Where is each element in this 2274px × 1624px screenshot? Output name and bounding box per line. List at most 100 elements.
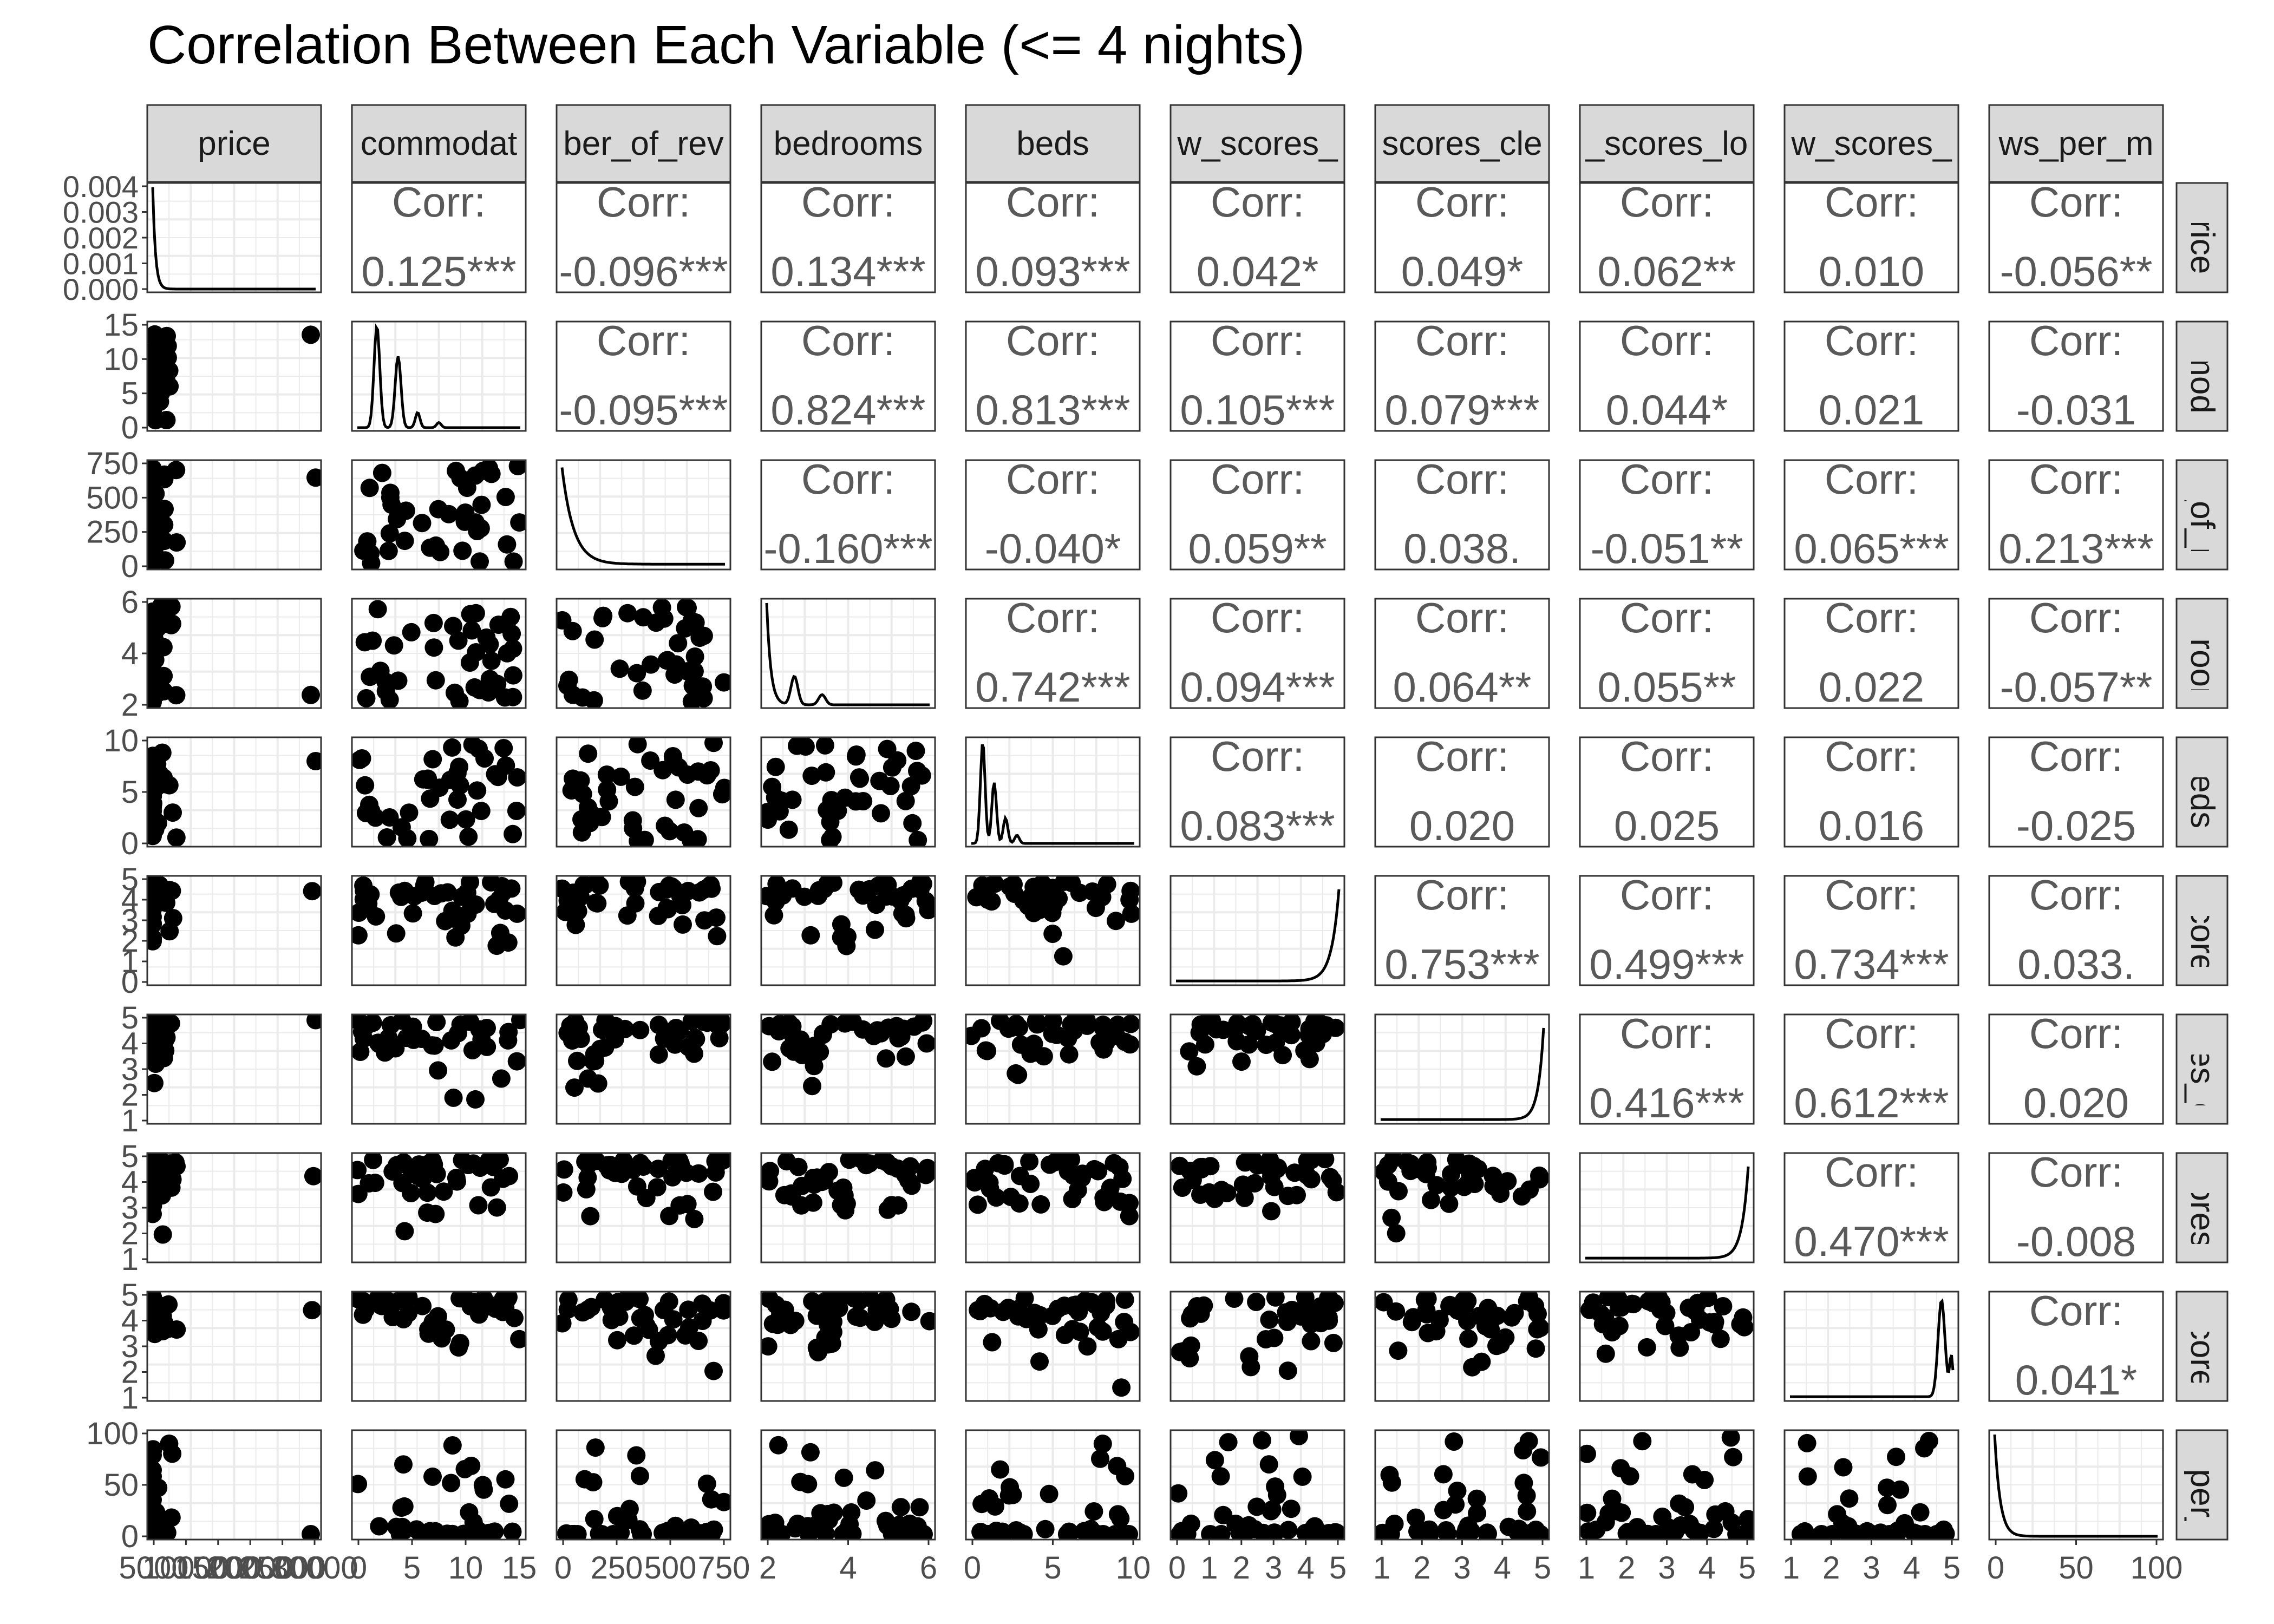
scatter-point [877,1049,896,1068]
row-strip-label: ores_c [2184,1019,2221,1119]
panel: Corr: 0.134*** [760,178,936,295]
scatter-point [1194,1296,1213,1315]
x-tick-label: 4 [1698,1550,1716,1586]
corr-value: 0.125*** [361,247,516,295]
scatter-point [1834,1458,1853,1477]
scatter-point [479,1153,498,1170]
scatter-point [655,609,674,628]
scatter-point [302,325,320,344]
x-tick-label: 100 [2131,1550,2183,1586]
scatter-point [1120,1194,1139,1213]
scatter-point [1841,1524,1860,1540]
scatter-point [487,1198,506,1217]
scatter-point [1278,1187,1297,1206]
scatter-point [153,743,172,762]
x-tick-label: 1 [1578,1550,1595,1586]
scatter-point [763,1052,782,1071]
scatter-point [586,1438,605,1457]
scatter-point [704,1520,723,1539]
column-strip: _scores_lo [1579,104,1755,183]
corr-value: 0.753*** [1384,940,1539,988]
x-tick-label: 6 [920,1550,937,1586]
scatter-point [400,803,419,822]
corr-label: Corr: [1825,178,1918,226]
scatter-point [649,1045,668,1064]
corr-label: Corr: [1211,317,1304,364]
scatter-point [1205,1451,1224,1470]
scatter-point [1082,1293,1101,1312]
scatter-point [429,1061,448,1080]
scatter-point [708,927,727,946]
panel [760,736,936,848]
scatter-point [619,1510,638,1529]
scatter-point [1840,1489,1859,1508]
scatter-point [1173,1178,1192,1197]
scatter-point [761,1292,779,1308]
scatter-point [792,1196,811,1215]
scatter-point [995,1155,1014,1174]
scatter-point [161,1014,180,1033]
scatter-point [465,678,484,697]
scatter-point [582,804,601,823]
scatter-point [811,1504,830,1523]
scatter-point [375,1043,394,1062]
scatter-point [1252,1431,1271,1450]
scatter-point [1115,1292,1134,1309]
x-tick-label: 4 [1297,1550,1314,1586]
panel [556,875,731,986]
panel [1783,1291,1959,1402]
scatter-point [147,1292,162,1311]
scatter-point [1671,1516,1690,1535]
x-tick-label: 10 [448,1550,483,1586]
scatter-point [1319,1292,1338,1308]
y-tick-label: 4 [121,1304,139,1339]
corr-value: 0.134*** [770,247,925,295]
scatter-point [843,1524,862,1540]
corr-value: 0.059** [1188,525,1327,572]
scatter-point [510,513,526,532]
scatter-point [706,1153,725,1170]
panel: Corr: -0.008 [1988,1148,2164,1263]
scatter-point [851,1308,870,1327]
scatter-point [147,1512,164,1531]
scatter-point [702,1490,721,1509]
scatter-point [779,820,798,839]
corr-value: -0.056** [2000,247,2153,295]
scatter-point [431,542,450,561]
scatter-point [366,808,385,827]
corr-value: 0.813*** [975,386,1130,434]
scatter-point [857,1154,876,1173]
scatter-point [389,671,408,690]
panel: Corr: 0.125*** [351,178,527,295]
scatter-point [1596,1308,1615,1327]
corr-value: 0.010 [1819,247,1924,295]
scatter-point [303,882,321,901]
x-tick-label: 25000 [239,1550,326,1586]
scatter-point [477,628,496,647]
scatter-point [1267,1485,1286,1504]
scatter-point [1241,1358,1260,1377]
scatter-point [1055,876,1074,891]
scatter-point [579,1069,598,1088]
scatter-point [707,908,726,927]
panel [146,320,322,432]
scatter-point [1389,1341,1408,1360]
x-tick-label: 0 [1987,1550,2004,1586]
scatter-point [1094,1188,1113,1207]
scatter-point [1584,1293,1603,1312]
scatter-point [413,1296,432,1315]
scatter-point [1278,1361,1297,1380]
scatter-point [878,1200,897,1219]
scatter-point [1093,1435,1112,1453]
scatter-point [155,551,174,569]
scatter-point [857,1491,876,1510]
scatter-point [469,1196,488,1215]
scatter-point [1245,1174,1264,1193]
y-tick-label: 3 [121,1329,139,1364]
scatter-point [850,880,868,899]
scatter-point [804,1169,823,1187]
scatter-point [1721,1430,1740,1447]
y-tick-label: 1 [121,1380,139,1416]
scatter-point [1171,1156,1189,1175]
corr-value: -0.040* [985,525,1121,572]
